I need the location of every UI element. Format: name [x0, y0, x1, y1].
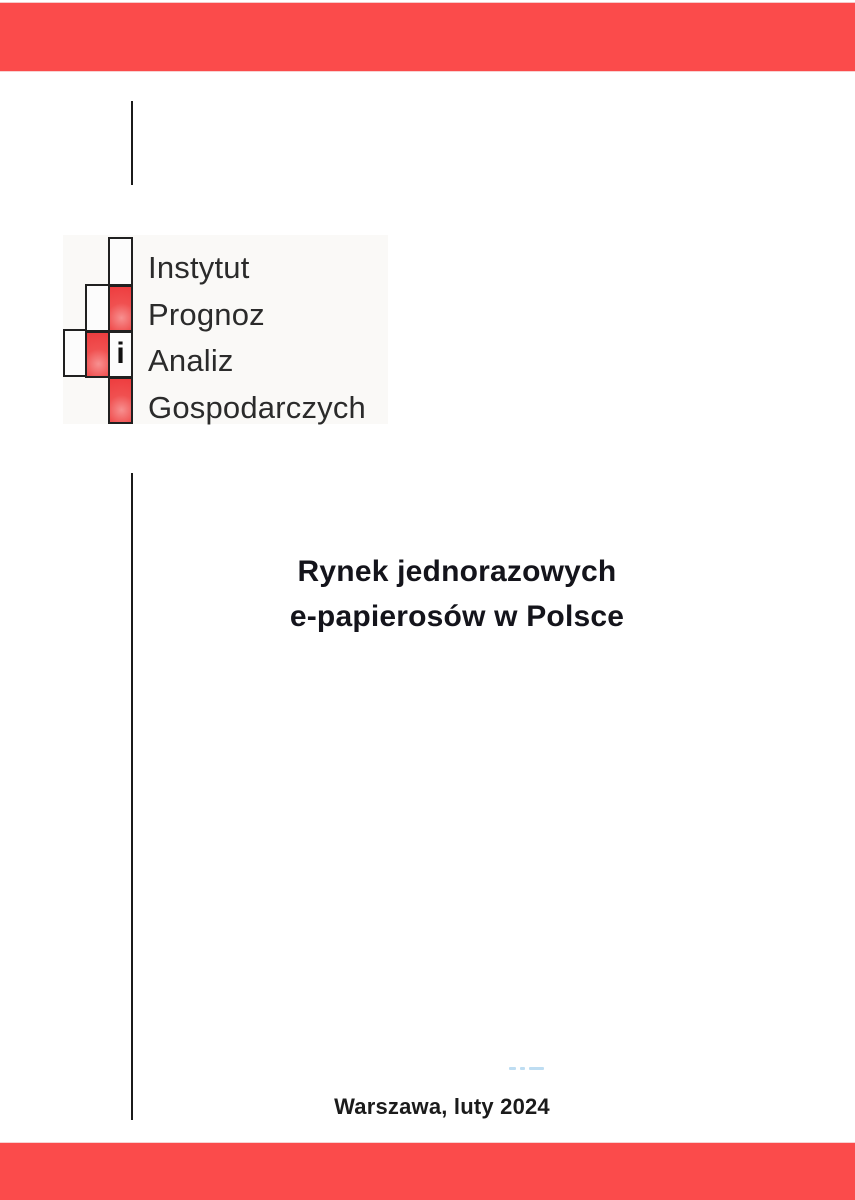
- top-red-band: [0, 2, 855, 71]
- report-title-line2: e-papierosów w Polsce: [289, 600, 625, 633]
- logo-cell-red: [108, 377, 133, 424]
- logo-cell-white: [108, 237, 133, 286]
- upper-vertical-rule: [131, 101, 133, 185]
- institute-name-line: Prognoz: [148, 296, 265, 332]
- lower-vertical-rule: [131, 473, 133, 1120]
- bottom-red-band: [0, 1142, 855, 1200]
- place-and-date: Warszawa, luty 2024: [334, 1094, 550, 1119]
- institute-logo: i Instytut Prognoz Analiz Gospodarczych: [63, 235, 388, 425]
- logo-cell-letter-i: i: [108, 331, 133, 378]
- institute-name-line: Gospodarczych: [148, 389, 366, 425]
- report-title: Rynek jednorazowych e-papierosów w Polsc…: [290, 549, 624, 639]
- logo-cell-white: [63, 329, 87, 377]
- logo-letter: i: [116, 336, 125, 370]
- institute-name-line: Analiz: [148, 343, 234, 378]
- report-title-line1: Rynek jednorazowych: [297, 555, 617, 588]
- institute-name: Instytut Prognoz Analiz Gospodarczych: [148, 245, 366, 431]
- logo-cell-red: [85, 331, 110, 378]
- institute-name-line: Instytut: [148, 250, 250, 285]
- faint-scan-artifact: [509, 1067, 544, 1070]
- logo-cell-white: [85, 284, 110, 332]
- logo-cell-red: [108, 285, 133, 332]
